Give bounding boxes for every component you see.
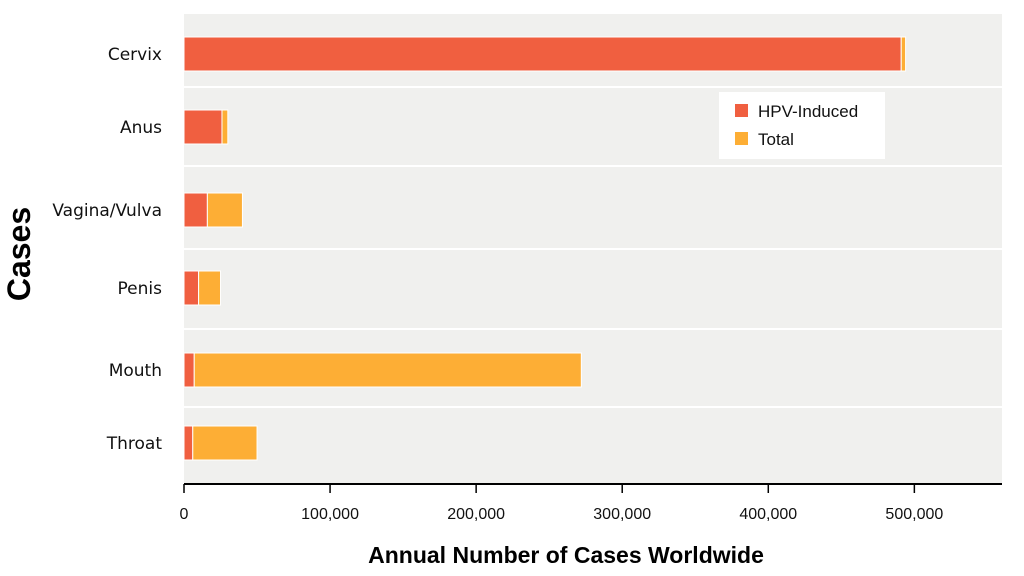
category-separators	[184, 86, 1002, 408]
bars	[183, 36, 907, 461]
category-labels: Cervix Anus Vagina/Vulva Penis Mouth Throat	[52, 45, 162, 454]
bar-mouth-total	[193, 352, 582, 388]
x-tick-label: 500,000	[885, 506, 943, 523]
bar-penis-total	[198, 270, 222, 306]
legend-box	[719, 92, 885, 159]
x-tick-label: 300,000	[593, 506, 651, 523]
category-label-mouth: Mouth	[109, 361, 162, 381]
x-axis-title: Annual Number of Cases Worldwide	[368, 542, 764, 568]
category-label-anus: Anus	[120, 118, 162, 138]
category-label-throat: Throat	[106, 434, 163, 454]
bar-cervix-total	[900, 36, 907, 72]
x-tick-label: 100,000	[301, 506, 359, 523]
legend-label-total: Total	[758, 130, 794, 149]
bar-cervix-hpv-induced	[183, 36, 902, 72]
legend: HPV-Induced Total	[719, 92, 885, 159]
bar-vagina-vulva-hpv-induced	[183, 192, 208, 228]
bar-throat-total	[192, 425, 258, 461]
bar-anus-hpv-induced	[183, 109, 223, 145]
bar-anus-total	[221, 109, 229, 145]
legend-label-hpv-induced: HPV-Induced	[758, 102, 858, 121]
category-label-cervix: Cervix	[108, 45, 162, 65]
category-label-vagina-vulva: Vagina/Vulva	[52, 201, 162, 221]
x-tick-label: 400,000	[739, 506, 797, 523]
bar-throat-hpv-induced	[183, 425, 194, 461]
x-tick-label: 200,000	[447, 506, 505, 523]
category-label-penis: Penis	[118, 279, 163, 299]
bar-mouth-hpv-induced	[183, 352, 195, 388]
legend-swatch-total	[735, 132, 748, 145]
x-axis-ticks: 0 100,000 200,000 300,000 400,000 500,000	[180, 484, 943, 523]
bar-penis-hpv-induced	[183, 270, 200, 306]
bar-vagina-vulva-total	[206, 192, 243, 228]
y-axis-title: Cases	[1, 207, 37, 301]
x-tick-label: 0	[180, 506, 189, 523]
legend-swatch-hpv-induced	[735, 104, 748, 117]
